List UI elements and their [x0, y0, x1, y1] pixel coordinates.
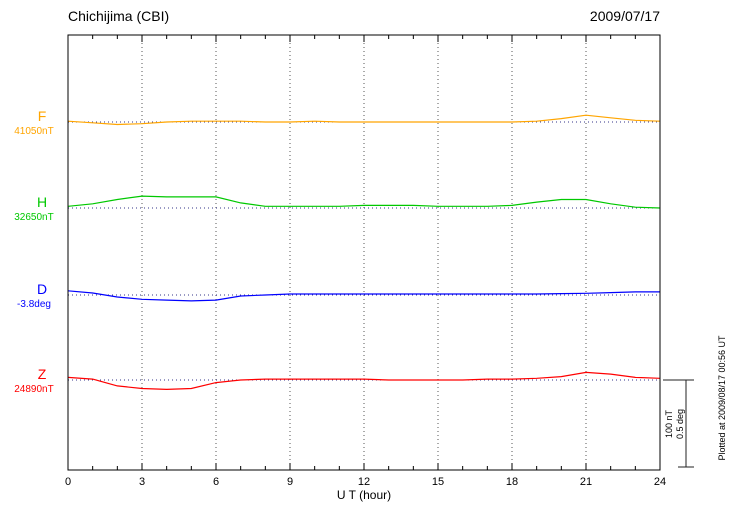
plot-date: 2009/07/17: [589, 8, 660, 24]
svg-text:6: 6: [213, 476, 219, 488]
svg-text:18: 18: [506, 476, 518, 488]
scalebar-label: 100 nT 0.5 deg: [664, 389, 688, 459]
trace-label-H: H: [36, 194, 48, 210]
scalebar-nt-label: 100 nT: [664, 409, 674, 439]
trace-label-F: F: [37, 108, 47, 124]
x-axis-label: U T (hour): [336, 488, 392, 502]
trace-baseline-F: 41050nT: [14, 126, 54, 137]
trace-baseline-D: -3.8deg: [17, 299, 51, 310]
svg-text:9: 9: [287, 476, 293, 488]
svg-text:3: 3: [139, 476, 145, 488]
svg-text:24: 24: [654, 476, 666, 488]
scalebar-deg-label: 0.5 deg: [675, 408, 685, 440]
station-title: Chichijima (CBI): [68, 8, 170, 24]
trace-label-D: D: [36, 281, 48, 297]
svg-text:0: 0: [65, 476, 71, 488]
trace-baseline-H: 32650nT: [14, 212, 54, 223]
trace-label-Z: Z: [37, 366, 47, 382]
plotted-at-note: Plotted at 2009/08/17 00:56 UT: [717, 335, 727, 461]
svg-text:15: 15: [432, 476, 444, 488]
svg-text:21: 21: [580, 476, 592, 488]
trace-baseline-Z: 24890nT: [14, 384, 54, 395]
svg-text:12: 12: [358, 476, 370, 488]
